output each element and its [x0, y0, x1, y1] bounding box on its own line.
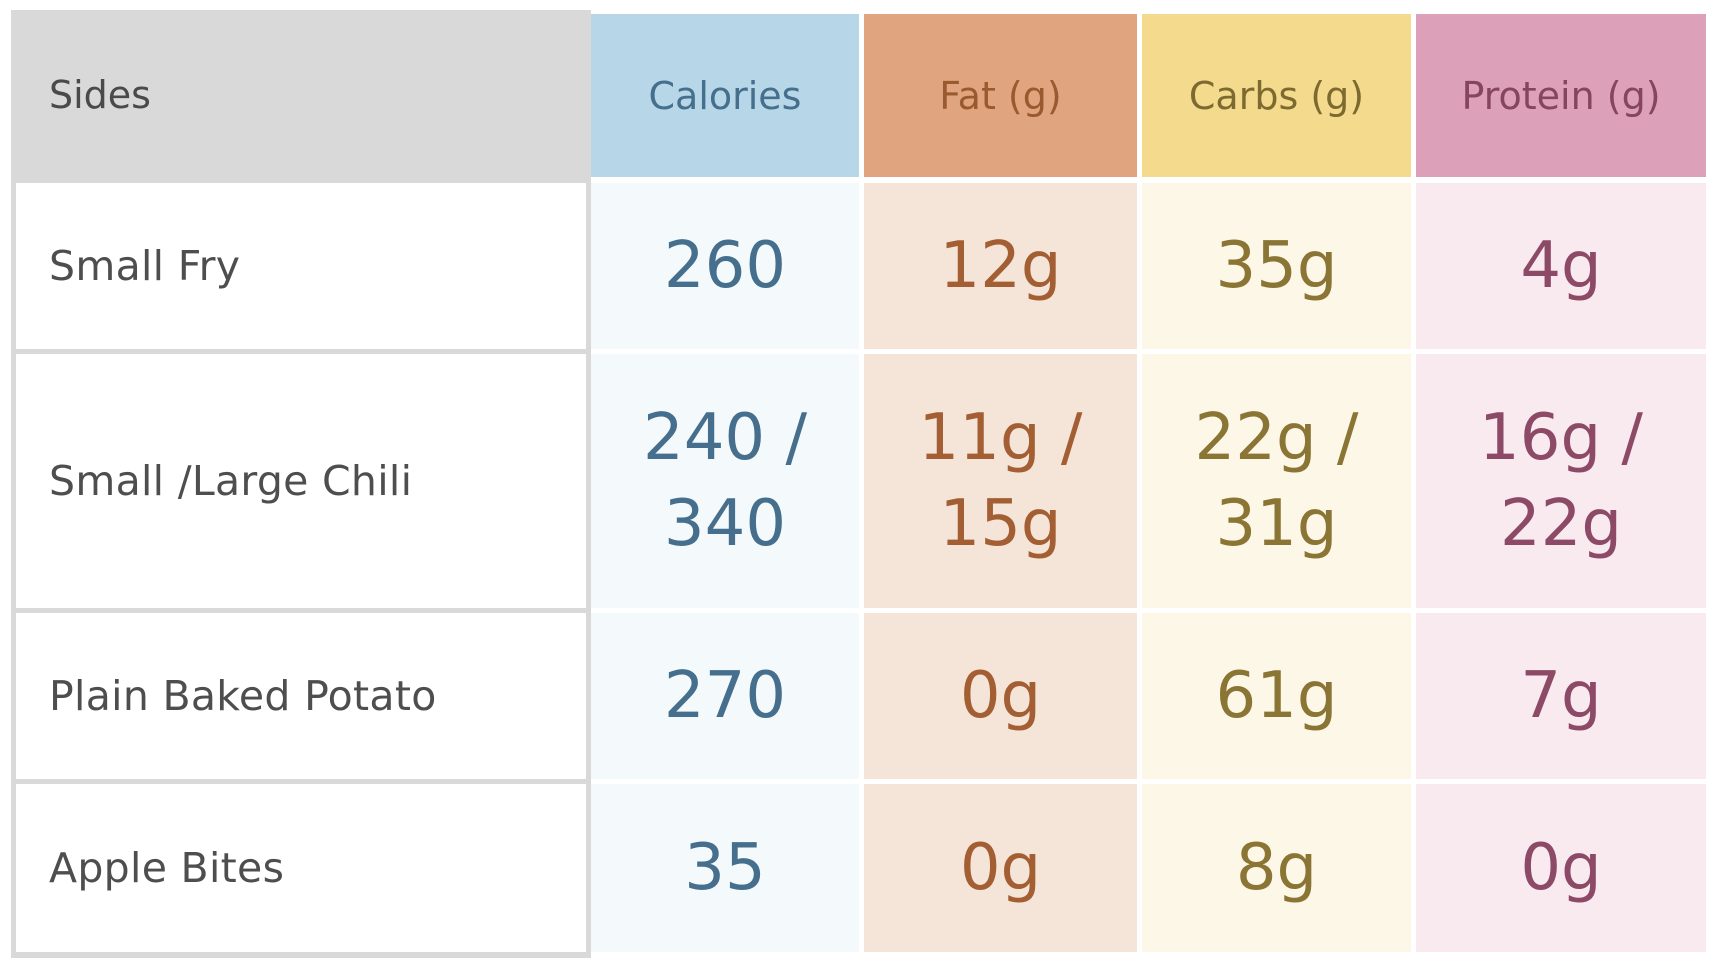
side-cell-chili: Small /Large Chili: [16, 354, 586, 608]
carbs-cell: 8g: [1142, 784, 1411, 952]
protein-cell: 4g: [1416, 183, 1706, 349]
fat-cell: 12g: [864, 183, 1137, 349]
fat-value: 0g: [959, 831, 1042, 905]
calories-cell: 240 / 340: [591, 354, 859, 608]
carbs-cell: 22g / 31g: [1142, 354, 1411, 608]
calories-value: 270: [663, 659, 787, 733]
calories-value: 260: [663, 229, 787, 303]
carbs-cell: 61g: [1142, 613, 1411, 779]
side-label: Small /Large Chili: [49, 457, 413, 505]
side-label: Plain Baked Potato: [49, 672, 437, 720]
fat-value: 12g: [939, 229, 1062, 303]
calories-cell: 260: [591, 183, 859, 349]
protein-column-header: Protein (g): [1416, 14, 1706, 177]
carbs-column-header: Carbs (g): [1142, 14, 1411, 177]
protein-value: 16g / 22g: [1479, 401, 1643, 561]
side-label: Apple Bites: [49, 844, 285, 892]
fat-column-header: Fat (g): [864, 14, 1137, 177]
calories-cell: 270: [591, 613, 859, 779]
calories-cell: 35: [591, 784, 859, 952]
side-label: Small Fry: [49, 242, 241, 290]
calories-column-header: Calories: [591, 14, 859, 177]
fat-value: 11g / 15g: [918, 401, 1083, 561]
protein-value: 0g: [1520, 831, 1602, 905]
protein-header-label: Protein (g): [1461, 73, 1661, 118]
carbs-value: 8g: [1235, 831, 1318, 905]
fat-cell: 11g / 15g: [864, 354, 1137, 608]
fat-header-label: Fat (g): [939, 73, 1062, 118]
protein-value: 7g: [1520, 659, 1602, 733]
protein-cell: 0g: [1416, 784, 1706, 952]
calories-value: 240 / 340: [642, 401, 808, 561]
carbs-value: 35g: [1215, 229, 1338, 303]
fat-cell: 0g: [864, 613, 1137, 779]
sides-header-label: Sides: [49, 73, 151, 117]
carbs-header-label: Carbs (g): [1188, 73, 1365, 118]
side-cell-apple-bites: Apple Bites: [16, 784, 586, 952]
calories-header-label: Calories: [648, 73, 802, 118]
side-cell-baked-potato: Plain Baked Potato: [16, 613, 586, 779]
fat-value: 0g: [959, 659, 1042, 733]
protein-cell: 7g: [1416, 613, 1706, 779]
protein-value: 4g: [1520, 229, 1602, 303]
sides-column-header: Sides: [11, 10, 591, 180]
side-cell-small-fry: Small Fry: [16, 183, 586, 349]
fat-cell: 0g: [864, 784, 1137, 952]
carbs-cell: 35g: [1142, 183, 1411, 349]
protein-cell: 16g / 22g: [1416, 354, 1706, 608]
carbs-value: 22g / 31g: [1194, 401, 1359, 561]
calories-value: 35: [684, 831, 766, 905]
carbs-value: 61g: [1215, 659, 1338, 733]
